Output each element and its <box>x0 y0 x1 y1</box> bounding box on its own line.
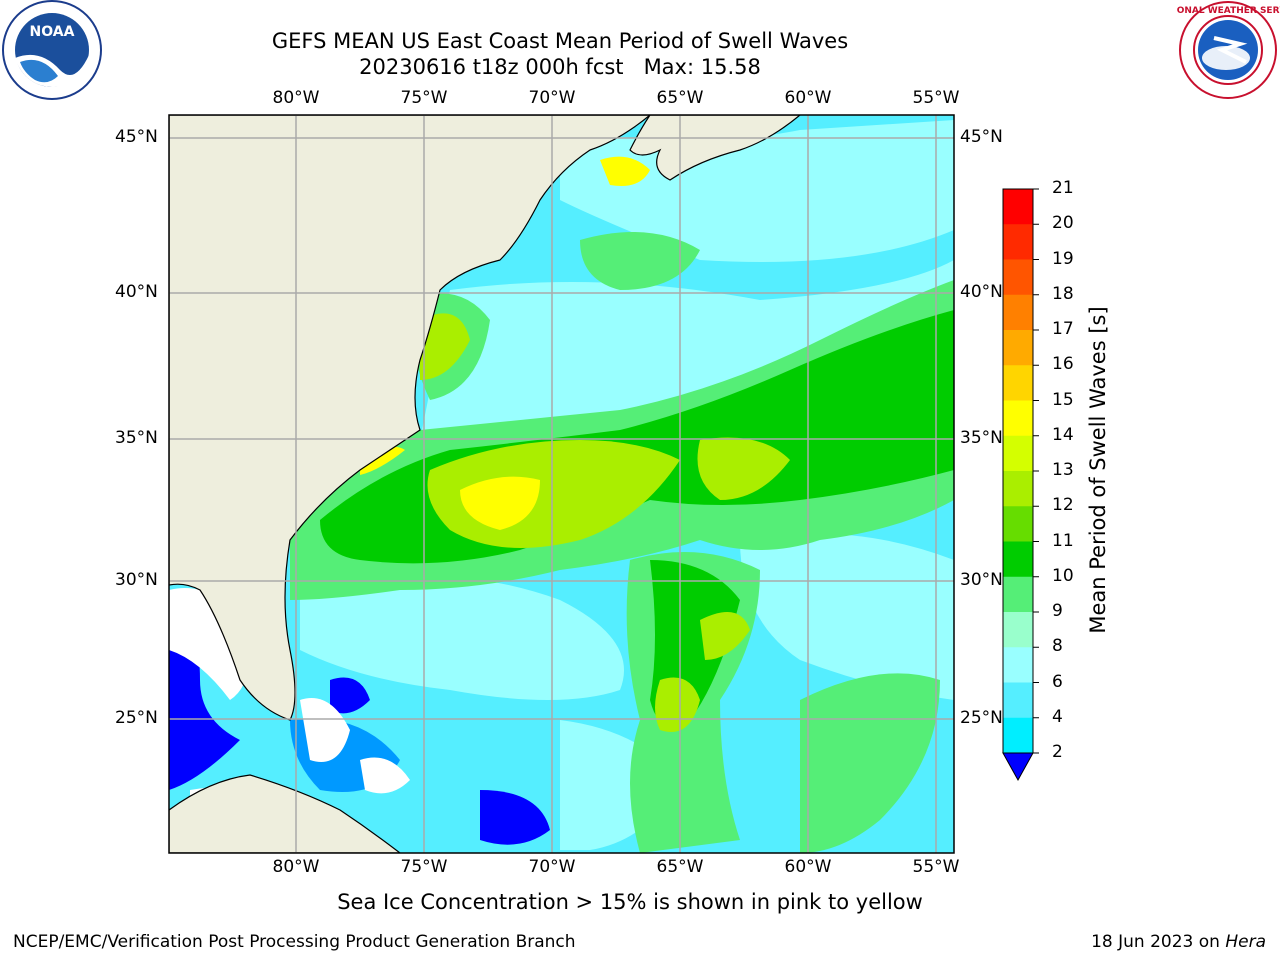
colorbar-tick-label: 6 <box>1052 671 1063 692</box>
right-lat-label: 45°N <box>960 127 1003 147</box>
colorbar-swatch <box>1003 682 1033 719</box>
left-lat-label: 40°N <box>115 282 158 302</box>
colorbar-tick-label: 4 <box>1052 706 1063 727</box>
colorbar-tick-label: 8 <box>1052 636 1063 657</box>
bottom-lon-label: 55°W <box>912 857 960 877</box>
colorbar-swatch <box>1003 541 1033 578</box>
left-lat-label: 30°N <box>115 570 158 590</box>
period-9-11-region <box>580 232 700 290</box>
colorbar-tick-label: 11 <box>1052 530 1074 551</box>
colorbar-swatch <box>1003 576 1033 613</box>
colorbar-title: Mean Period of Swell Waves [s] <box>1086 306 1110 634</box>
footer-date: 18 Jun 2023 on Hera <box>1091 932 1266 952</box>
right-lat-label: 30°N <box>960 570 1003 590</box>
colorbar-swatch <box>1003 330 1033 366</box>
top-lon-label: 65°W <box>656 88 704 108</box>
colorbar-tick-label: 16 <box>1052 354 1074 375</box>
bottom-lon-label: 65°W <box>656 857 704 877</box>
colorbar-swatch <box>1003 471 1033 507</box>
right-lat-label: 40°N <box>960 282 1003 302</box>
footer-machine: Hera <box>1225 932 1266 952</box>
colorbar <box>1002 188 1039 782</box>
colorbar-tick-label: 2 <box>1052 742 1063 762</box>
colorbar-swatch <box>1003 506 1033 542</box>
land-mass <box>629 115 801 181</box>
colorbar-swatch <box>1003 224 1033 260</box>
top-lon-label: 80°W <box>272 88 320 108</box>
colorbar-tick-label: 20 <box>1052 213 1074 234</box>
left-lat-label: 45°N <box>115 127 158 147</box>
period-12-13-region <box>700 612 750 660</box>
land-mass <box>169 115 651 721</box>
nws-logo: NATIONAL WEATHER SERVICE <box>1176 1 1280 99</box>
svg-text:NATIONAL WEATHER SERVICE: NATIONAL WEATHER SERVICE <box>1176 6 1280 16</box>
bottom-lon-label: 70°W <box>528 857 576 877</box>
colorbar-tick-label: 19 <box>1052 248 1074 269</box>
masked-area <box>360 757 410 794</box>
right-lat-label: 35°N <box>960 428 1003 448</box>
top-lon-label: 55°W <box>912 88 960 108</box>
colorbar-swatch <box>1003 717 1033 754</box>
land-mass <box>169 774 401 853</box>
footer-credit: NCEP/EMC/Verification Post Processing Pr… <box>13 932 576 952</box>
left-lat-label: 25°N <box>115 708 158 728</box>
masked-area <box>300 698 350 762</box>
period-2-4-region <box>330 677 370 714</box>
period-8-9-region <box>300 573 624 700</box>
colorbar-tick-label: 15 <box>1052 389 1074 410</box>
map-frame <box>168 114 955 854</box>
footer-date-text: 18 Jun 2023 on <box>1091 932 1220 952</box>
bottom-lon-label: 75°W <box>400 857 448 877</box>
colorbar-swatch <box>1003 647 1033 683</box>
bottom-lon-label: 80°W <box>272 857 320 877</box>
noaa-logo-text: NOAA <box>30 24 75 40</box>
colorbar-swatch <box>1003 435 1033 472</box>
top-lon-label: 60°W <box>784 88 832 108</box>
top-lon-label: 70°W <box>528 88 576 108</box>
colorbar-swatch <box>1003 400 1033 437</box>
graticule <box>169 115 954 853</box>
colorbar-swatch <box>1003 259 1033 296</box>
top-lon-label: 75°W <box>400 88 448 108</box>
colorbar-swatch <box>1003 189 1033 225</box>
colorbar-tick-label: 12 <box>1052 495 1074 516</box>
period-12-13-region <box>420 313 470 380</box>
colorbar-swatch <box>1003 365 1033 401</box>
bottom-lon-label: 60°W <box>784 857 832 877</box>
period-14-15-region <box>600 156 650 186</box>
colorbar-under-triangle <box>1002 752 1034 782</box>
noaa-logo: NOAA <box>2 0 102 100</box>
colorbar-tick-label: 18 <box>1052 283 1074 304</box>
colorbar-tick-label: 21 <box>1052 178 1074 198</box>
colorbar-tick-label: 9 <box>1052 601 1063 621</box>
left-lat-label: 35°N <box>115 428 158 448</box>
colorbar-swatch <box>1003 294 1033 331</box>
colorbar-tick-label: 10 <box>1052 565 1074 586</box>
period-12-13-region <box>697 437 790 500</box>
colorbar-tick-label: 14 <box>1052 424 1074 445</box>
period-14-15-region <box>460 476 540 530</box>
period-2-4-region <box>480 790 550 845</box>
right-lat-label: 25°N <box>960 708 1003 728</box>
title-line-1: GEFS MEAN US East Coast Mean Period of S… <box>271 29 849 53</box>
title-line-2: 20230616 t18z 000h fcst Max: 15.58 <box>359 55 761 79</box>
period-8-9-region <box>740 533 954 700</box>
colorbar-swatch <box>1003 612 1033 648</box>
colorbar-tick-label: 17 <box>1052 319 1074 339</box>
footnote: Sea Ice Concentration > 15% is shown in … <box>337 890 923 914</box>
colorbar-tick-label: 13 <box>1052 460 1074 480</box>
